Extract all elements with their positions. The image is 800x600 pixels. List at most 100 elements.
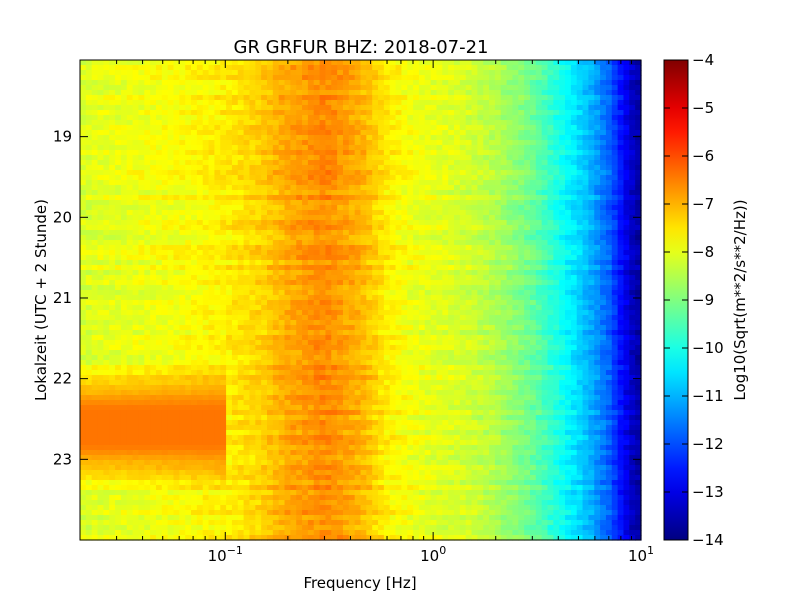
heatmap-cell: [91, 160, 99, 166]
heatmap-cell: [109, 180, 116, 186]
heatmap-cell: [231, 85, 239, 91]
heatmap-cell: [395, 140, 402, 146]
heatmap-cell: [331, 195, 338, 201]
heatmap-cell: [436, 255, 443, 261]
heatmap-cell: [494, 165, 502, 171]
heatmap-cell: [623, 295, 630, 301]
heatmap-cell: [191, 170, 198, 176]
heatmap-cell: [161, 260, 169, 266]
heatmap-cell: [91, 180, 99, 186]
heatmap-cell: [115, 140, 122, 146]
heatmap-cell: [459, 205, 467, 211]
heatmap-cell: [91, 260, 99, 266]
heatmap-cell: [506, 220, 514, 226]
heatmap-cell: [565, 160, 572, 166]
heatmap-cell: [307, 70, 315, 76]
heatmap-cell: [261, 265, 268, 271]
heatmap-cell: [576, 255, 584, 261]
heatmap-cell: [424, 215, 432, 221]
heatmap-cell: [483, 235, 490, 241]
heatmap-cell: [506, 110, 514, 116]
heatmap-cell: [629, 255, 636, 261]
heatmap-cell: [565, 260, 572, 266]
heatmap-cell: [231, 295, 239, 301]
heatmap-cell: [600, 305, 607, 311]
heatmap-cell: [372, 260, 379, 266]
heatmap-cell: [605, 140, 613, 146]
heatmap-cell: [483, 85, 490, 91]
heatmap-cell: [272, 260, 280, 266]
heatmap-cell: [354, 310, 362, 316]
heatmap-cell: [623, 130, 630, 136]
heatmap-cell: [150, 150, 157, 156]
heatmap-cell: [126, 215, 134, 221]
heatmap-cell: [565, 250, 572, 256]
heatmap-cell: [512, 60, 519, 66]
heatmap-cell: [214, 285, 221, 291]
heatmap-cell: [500, 260, 508, 266]
heatmap-cell: [290, 155, 297, 161]
heatmap-cell: [255, 85, 262, 91]
heatmap-cell: [348, 115, 356, 121]
heatmap-cell: [535, 160, 543, 166]
heatmap-cell: [430, 85, 438, 91]
heatmap-cell: [220, 205, 227, 211]
heatmap-cell: [372, 195, 379, 201]
heatmap-cell: [541, 95, 549, 101]
heatmap-cell: [518, 115, 525, 121]
heatmap-cell: [243, 65, 251, 71]
heatmap-cell: [278, 250, 286, 256]
heatmap-cell: [372, 120, 379, 126]
heatmap-cell: [360, 110, 367, 116]
heatmap-cell: [319, 75, 327, 81]
heatmap-cell: [342, 135, 350, 141]
heatmap-cell: [85, 210, 93, 216]
heatmap-cell: [448, 175, 455, 181]
heatmap-cell: [500, 70, 508, 76]
heatmap-cell: [307, 305, 315, 311]
heatmap-cell: [202, 205, 210, 211]
heatmap-cell: [167, 95, 175, 101]
heatmap-cell: [109, 310, 116, 316]
heatmap-cell: [605, 195, 613, 201]
heatmap-cell: [296, 210, 303, 216]
heatmap-cell: [237, 220, 245, 226]
heatmap-cell: [529, 185, 537, 191]
heatmap-cell: [337, 145, 344, 151]
heatmap-cell: [208, 225, 215, 231]
heatmap-cell: [378, 70, 385, 76]
heatmap-cell: [535, 100, 543, 106]
heatmap-cell: [500, 80, 508, 86]
heatmap-cell: [611, 275, 619, 281]
heatmap-cell: [366, 135, 373, 141]
heatmap-cell: [512, 280, 519, 286]
heatmap-cell: [191, 160, 198, 166]
heatmap-cell: [237, 200, 245, 206]
heatmap-cell: [85, 215, 93, 221]
heatmap-cell: [255, 75, 262, 81]
heatmap-cell: [454, 245, 461, 251]
heatmap-cell: [500, 285, 508, 291]
heatmap-cell: [442, 150, 449, 156]
heatmap-cell: [366, 200, 373, 206]
heatmap-cell: [512, 170, 519, 176]
heatmap-cell: [173, 260, 180, 266]
heatmap-cell: [214, 305, 221, 311]
heatmap-cell: [424, 80, 432, 86]
heatmap-cell: [150, 200, 157, 206]
heatmap-cell: [249, 215, 256, 221]
heatmap-cell: [366, 180, 373, 186]
heatmap-cell: [594, 60, 601, 66]
heatmap-cell: [383, 290, 391, 296]
heatmap-cell: [594, 310, 601, 316]
heatmap-cell: [448, 225, 455, 231]
heatmap-cell: [570, 135, 578, 141]
heatmap-cell: [161, 100, 169, 106]
heatmap-cell: [103, 275, 110, 281]
heatmap-cell: [477, 155, 484, 161]
heatmap-cell: [284, 265, 291, 271]
heatmap-cell: [91, 90, 99, 96]
heatmap-cell: [231, 90, 239, 96]
heatmap-cell: [360, 245, 367, 251]
heatmap-cell: [448, 190, 455, 196]
